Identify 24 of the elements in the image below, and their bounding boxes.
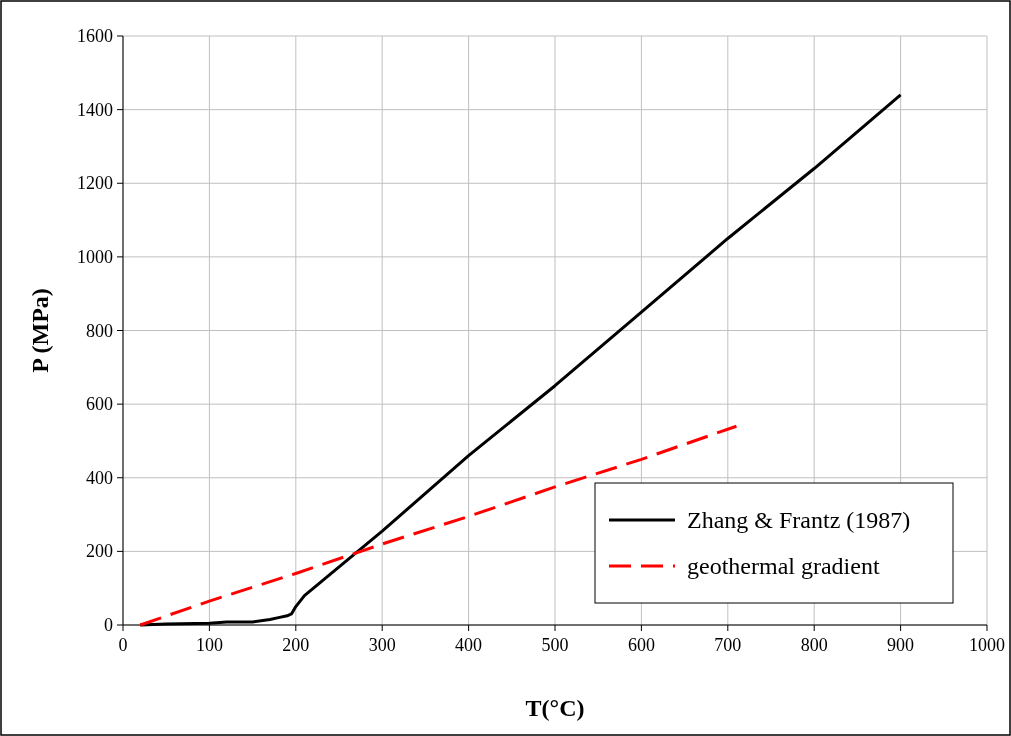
y-axis-title: P (MPa): [27, 288, 53, 373]
y-tick-label: 1200: [77, 173, 113, 194]
legend-label: geothermal gradient: [687, 553, 880, 579]
x-tick-label: 600: [627, 635, 655, 655]
y-tick-label: 0: [104, 615, 113, 635]
x-tick-label: 0: [118, 635, 128, 655]
y-tick-label: 1600: [77, 26, 113, 46]
y-tick-label: 1000: [77, 246, 113, 267]
x-tick-label: 200: [282, 635, 310, 655]
x-tick-label: 900: [887, 635, 915, 655]
x-tick-label: 400: [455, 635, 483, 655]
y-tick-label: 200: [86, 541, 113, 562]
x-tick-label: 500: [541, 635, 569, 655]
x-tick-label: 700: [714, 635, 742, 655]
y-tick-label: 400: [86, 467, 113, 488]
legend-label: Zhang & Frantz (1987): [687, 507, 911, 533]
y-tick-label: 1400: [77, 99, 113, 120]
y-tick-label: 800: [86, 320, 113, 341]
x-tick-label: 800: [800, 635, 828, 655]
x-tick-label: 100: [195, 635, 223, 655]
x-axis-title: T(°C): [525, 695, 585, 721]
x-tick-label: 1000: [969, 635, 1005, 655]
x-tick-label: 300: [368, 635, 396, 655]
y-tick-label: 600: [86, 394, 113, 415]
